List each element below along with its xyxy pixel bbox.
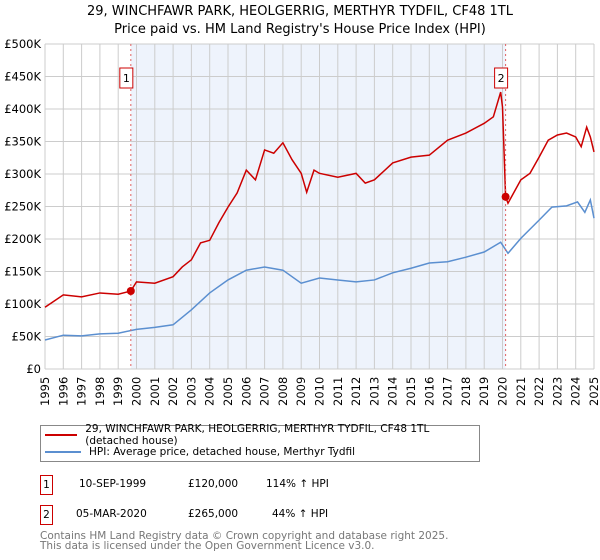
sale-marker: 1: [40, 475, 53, 495]
x-tick-label: 2006: [239, 377, 253, 406]
legend-red-line: [45, 434, 78, 436]
x-tick-label: 2002: [166, 377, 180, 406]
x-tick-label: 2022: [532, 377, 546, 406]
x-tick-label: 2023: [550, 377, 564, 406]
y-tick-label: £250K: [4, 200, 41, 214]
x-tick-label: 2024: [569, 377, 583, 406]
x-tick-label: 2000: [130, 377, 144, 406]
x-tick-label: 2018: [459, 377, 473, 406]
y-tick-label: £300K: [4, 167, 41, 181]
legend: 29, WINCHFAWR PARK, HEOLGERRIG, MERTHYR …: [40, 423, 480, 462]
footer-line: Contains HM Land Registry data © Crown c…: [40, 530, 449, 542]
x-tick-label: 2020: [496, 377, 510, 406]
chart-title: 29, WINCHFAWR PARK, HEOLGERRIG, MERTHYR …: [86, 4, 513, 19]
legend-label-hpi: HPI: Average price, detached house, Mert…: [89, 446, 356, 458]
sale-date: 05-MAR-2020: [76, 508, 147, 520]
sale-point: [501, 192, 510, 201]
x-tick-label: 2001: [148, 377, 162, 406]
price-chart: £0 £50K £100K £150K £200K £250K £300K £350K £400…: [4, 37, 600, 406]
x-tick-label: 1996: [56, 377, 70, 406]
y-tick-label: £500K: [4, 37, 41, 51]
y-tick-label: £350K: [4, 135, 41, 149]
x-tick-label: 2008: [276, 377, 290, 406]
x-tick-label: 2019: [477, 377, 491, 406]
y-tick-label: £150K: [4, 265, 41, 279]
y-tick-label: £400K: [4, 102, 41, 116]
x-tick-label: 2016: [422, 377, 436, 406]
legend-blue-line: [45, 451, 81, 453]
x-tick-label: 2012: [349, 377, 363, 406]
y-tick-label: £100K: [4, 297, 41, 311]
x-tick-label: 2017: [441, 377, 455, 406]
x-tick-label: 2021: [514, 377, 528, 406]
x-tick-label: 2005: [221, 377, 235, 406]
sale-hpi: 44% ↑ HPI: [272, 508, 329, 520]
sale-label: 1: [123, 72, 130, 85]
x-tick-label: 1999: [111, 377, 125, 406]
footer-line: This data is licensed under the Open Gov…: [40, 540, 375, 552]
sale-hpi: 114% ↑ HPI: [266, 478, 329, 490]
x-tick-label: 2010: [313, 377, 327, 406]
x-tick-label: 2014: [386, 377, 400, 406]
x-tick-label: 2013: [367, 377, 381, 406]
x-tick-label: 2007: [258, 377, 272, 406]
x-tick-label: 2009: [294, 377, 308, 406]
sale-label-box: [119, 67, 134, 89]
sale-point: [126, 287, 135, 295]
x-tick-label: 1998: [93, 377, 107, 406]
x-tick-label: 1997: [75, 377, 89, 406]
sale-date: 10-SEP-1999: [79, 478, 147, 490]
y-tick-label: £0: [26, 362, 41, 376]
property-price-line: [44, 91, 595, 308]
sale-price: £265,000: [188, 508, 239, 520]
sale-label: 2: [498, 72, 505, 85]
x-tick-label: 2011: [331, 377, 345, 406]
x-tick-label: 2003: [184, 377, 198, 406]
y-tick-label: £200K: [4, 232, 41, 246]
sale-label-box: [494, 67, 509, 89]
x-tick-label: 2004: [203, 377, 217, 406]
x-tick-label: 2025: [587, 377, 600, 406]
legend-label-property: 29, WINCHFAWR PARK, HEOLGERRIG, MERTHYR …: [85, 423, 430, 447]
sale-price: £120,000: [188, 478, 239, 490]
y-tick-label: £50K: [12, 330, 42, 344]
y-tick-label: £450K: [4, 70, 41, 84]
footer: Contains HM Land Registry data © Crown c…: [40, 530, 449, 552]
x-tick-label: 1995: [38, 377, 52, 406]
chart-subtitle: Price paid vs. HM Land Registry's House …: [114, 22, 486, 37]
sale-marker: 2: [40, 505, 53, 525]
x-tick-label: 2015: [404, 377, 418, 406]
hpi-line: [44, 197, 595, 341]
